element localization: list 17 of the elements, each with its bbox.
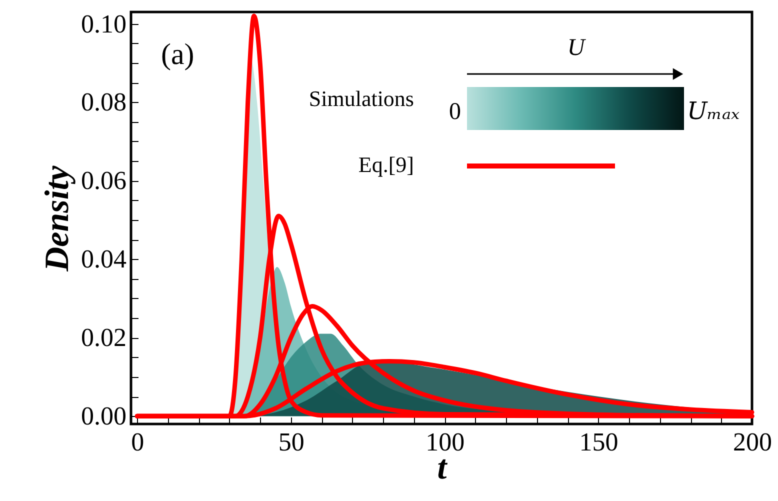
y-tick-label: 0.04 [81,244,126,274]
annotation: Uₘₐₓ [687,97,740,125]
y-tick-label: 0.00 [81,402,126,431]
y-tick-label: 0.06 [81,166,126,196]
annotation: Simulations [308,86,414,111]
annotation: 0 [449,99,461,125]
y-tick-label: 0.10 [81,9,126,38]
y-tick-label: 0.08 [81,88,126,117]
x-tick-label: 50 [278,428,304,456]
annotation: U [567,35,586,61]
x-tick-label: 0 [131,428,144,456]
y-tick-label: 0.02 [81,323,126,352]
x-tick-label: 150 [579,428,618,456]
x-tick-label: 200 [733,428,772,456]
y-axis-title: Density [39,164,76,272]
annotation: Eq.[9] [358,152,414,177]
annotation: (a) [161,38,194,71]
